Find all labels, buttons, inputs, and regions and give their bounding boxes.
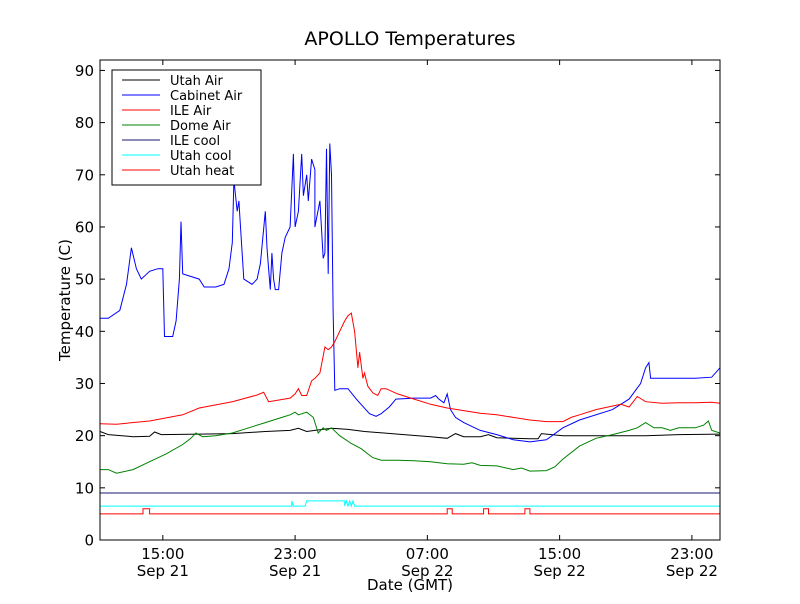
x-tick-label-time: 23:00	[670, 545, 713, 563]
y-tick-label: 20	[75, 427, 94, 445]
x-tick-label-date: Sep 22	[666, 562, 718, 580]
y-tick-label: 30	[75, 375, 94, 393]
y-axis: 0 10 20 30 40 50 60 70 80 90	[75, 62, 720, 550]
legend-box	[111, 69, 262, 186]
x-tick-label-date: Sep 22	[401, 562, 453, 580]
y-tick-label: 80	[75, 114, 94, 132]
y-axis-label: Temperature (C)	[56, 239, 74, 362]
legend-label: Utah heat	[170, 164, 234, 179]
series-line-utah-cool	[100, 499, 720, 508]
series-line-ile-air	[100, 312, 720, 425]
legend-label: Dome Air	[170, 119, 231, 134]
y-tick-label: 0	[84, 532, 94, 550]
legend-label: ILE Air	[170, 104, 212, 119]
y-tick-label: 10	[75, 479, 94, 497]
x-tick-label-date: Sep 21	[269, 562, 321, 580]
x-tick-label-time: 15:00	[141, 545, 184, 563]
legend-label: Utah cool	[170, 149, 232, 164]
legend-label: ILE cool	[170, 134, 220, 149]
series-line-utah-air	[100, 427, 720, 440]
x-tick-label-date: Sep 22	[534, 562, 586, 580]
y-tick-label: 70	[75, 166, 94, 184]
y-tick-label: 60	[75, 218, 94, 236]
legend-label: Cabinet Air	[170, 89, 243, 104]
y-tick-label: 50	[75, 271, 94, 289]
x-tick-label-time: 15:00	[538, 545, 581, 563]
series-line-cabinet-air	[100, 143, 720, 443]
x-axis-label: Date (GMT)	[367, 576, 453, 594]
series-line-dome-air	[100, 411, 720, 474]
y-tick-label: 90	[75, 62, 94, 80]
x-tick-label-time: 23:00	[273, 545, 316, 563]
x-tick-label-time: 07:00	[406, 545, 449, 563]
legend-label: Utah Air	[170, 74, 223, 89]
series-line-utah-heat	[100, 508, 720, 515]
chart-title: APOLLO Temperatures	[304, 28, 515, 50]
plot-series	[100, 143, 720, 515]
y-tick-label: 40	[75, 323, 94, 341]
plot-frame	[99, 59, 721, 541]
x-tick-label-date: Sep 21	[137, 562, 189, 580]
